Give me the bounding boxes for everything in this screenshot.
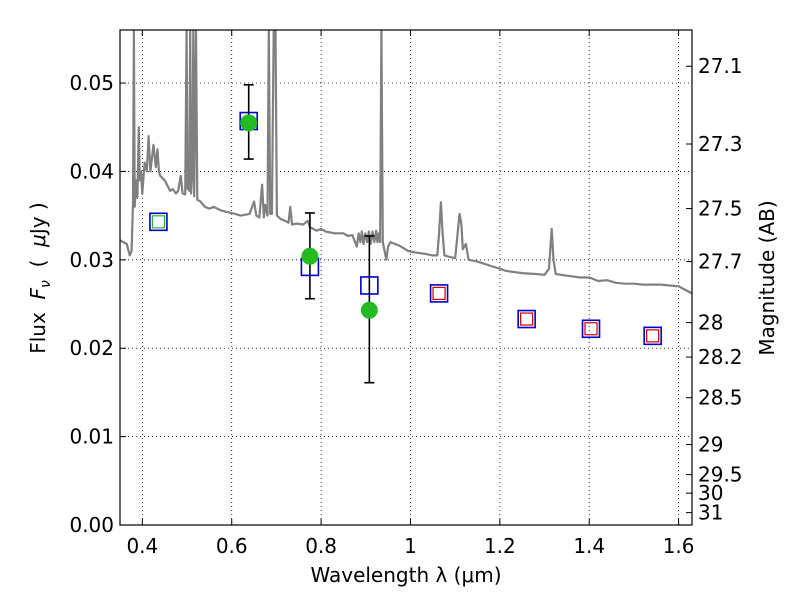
y-tick-label: 0.00 [69, 513, 114, 537]
y-tick-label: 0.04 [69, 159, 114, 183]
y2-tick-label: 30 [698, 481, 723, 505]
model-photometry-square [643, 326, 662, 346]
y2-tick-label: 31 [698, 501, 723, 525]
y2-tick-label: 27.7 [698, 250, 743, 274]
x-tick-label: 0.6 [216, 534, 248, 558]
y-axis-label: Flux Fν ( μJy ) [26, 202, 54, 354]
y2-tick-label: 29.5 [698, 463, 743, 487]
model-photometry-square [360, 276, 379, 295]
secondary-y-axis-label: Magnitude (AB) [755, 200, 779, 355]
model-inner-square [646, 329, 660, 343]
y2-tick-label: 29 [698, 433, 723, 457]
model-inner-square [151, 215, 166, 229]
y2-tick-label: 27.1 [698, 54, 743, 78]
observed-point [240, 114, 258, 132]
model-photometry-square [429, 284, 449, 303]
y-tick-label: 0.05 [69, 71, 114, 95]
y-tick-label: 0.01 [69, 425, 114, 449]
x-tick-label: 1 [404, 534, 417, 558]
observed-point [301, 247, 319, 265]
observed-photometry-layer [240, 114, 378, 319]
plot-frame [119, 29, 693, 526]
y-axis-label-mid: ( [26, 247, 50, 280]
y-axis-label-var: F [26, 287, 50, 299]
y-tick-label: 0.03 [69, 248, 114, 272]
y2-tick-label: 27.5 [698, 197, 743, 221]
spectrum-line [120, 30, 692, 295]
model-photometry-square [149, 212, 168, 232]
model-inner-square [520, 312, 534, 326]
x-tick-label: 0.4 [126, 534, 158, 558]
x-tick-label: 1.4 [573, 534, 605, 558]
model-photometry-square [517, 309, 536, 329]
y-axis-label-sub: ν [38, 280, 54, 288]
y2-tick-label: 28.5 [698, 386, 743, 410]
model-inner-square [432, 286, 446, 301]
y2-tick-label: 28.2 [698, 345, 743, 369]
model-photometry-layer [149, 111, 662, 346]
axis-ticks: 0.4 0.6 0.8 1 1.2 1.4 1.6 0.00 0.01 0.02 0.03 0.04 0… [69, 30, 743, 558]
y-axis-label-mu: μ [26, 234, 50, 248]
x-tick-label: 1.6 [663, 534, 695, 558]
y2-tick-label: 27.3 [698, 132, 743, 156]
y-axis-label-pre: Flux [26, 299, 50, 353]
observed-point [360, 301, 378, 319]
y-axis-label-post: Jy ) [26, 202, 50, 236]
model-inner-square [584, 322, 598, 336]
model-photometry-square [581, 319, 601, 339]
plot-background [120, 30, 692, 525]
y-tick-label: 0.02 [69, 336, 114, 360]
x-axis-label: Wavelength λ (μm) [310, 563, 501, 587]
spectrum-layer [120, 30, 692, 295]
y2-tick-label: 28 [698, 311, 723, 335]
x-tick-label: 1.2 [484, 534, 516, 558]
x-tick-label: 0.8 [305, 534, 337, 558]
